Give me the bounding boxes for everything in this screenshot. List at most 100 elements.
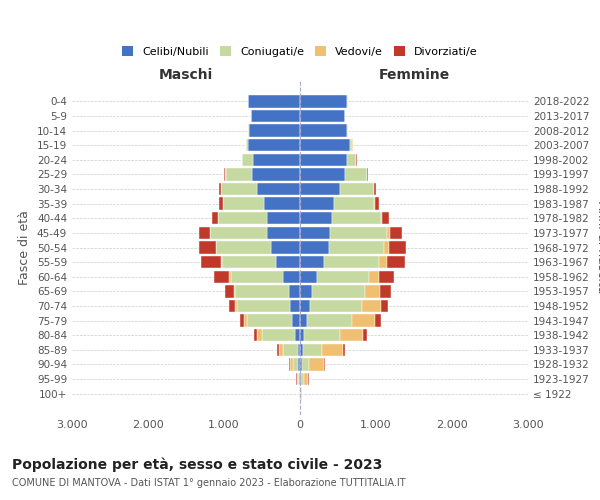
Bar [329, 242, 385, 254]
Bar [268, 212, 300, 224]
Bar [300, 212, 332, 224]
Bar [246, 139, 248, 151]
Bar [221, 256, 223, 268]
Bar [268, 226, 300, 239]
Bar [362, 329, 367, 342]
Bar [347, 154, 356, 166]
Bar [304, 373, 308, 385]
Bar [300, 198, 334, 210]
Bar [300, 95, 347, 108]
Bar [300, 154, 347, 166]
Bar [307, 314, 352, 326]
Bar [275, 256, 300, 268]
Bar [380, 285, 391, 298]
Bar [301, 373, 304, 385]
Bar [299, 373, 300, 385]
Bar [219, 198, 223, 210]
Bar [218, 183, 221, 196]
Bar [382, 212, 389, 224]
Bar [300, 270, 317, 283]
Text: COMUNE DI MANTOVA - Dati ISTAT 1° gennaio 2023 - Elaborazione TUTTITALIA.IT: COMUNE DI MANTOVA - Dati ISTAT 1° gennai… [12, 478, 406, 488]
Text: Popolazione per età, sesso e stato civile - 2023: Popolazione per età, sesso e stato civil… [12, 458, 382, 472]
Bar [215, 242, 217, 254]
Bar [218, 212, 268, 224]
Bar [226, 168, 252, 180]
Bar [301, 388, 302, 400]
Bar [302, 358, 309, 370]
Bar [248, 124, 249, 137]
Bar [379, 256, 386, 268]
Bar [199, 242, 215, 254]
Bar [223, 256, 275, 268]
Bar [375, 198, 379, 210]
Bar [300, 110, 345, 122]
Bar [217, 242, 271, 254]
Bar [389, 226, 402, 239]
Bar [310, 300, 362, 312]
Text: Maschi: Maschi [159, 68, 213, 82]
Bar [289, 285, 300, 298]
Bar [283, 344, 298, 356]
Bar [374, 198, 375, 210]
Bar [235, 285, 289, 298]
Bar [225, 285, 233, 298]
Bar [343, 344, 345, 356]
Bar [362, 300, 380, 312]
Bar [380, 300, 388, 312]
Bar [302, 344, 322, 356]
Bar [300, 329, 304, 342]
Bar [231, 270, 283, 283]
Bar [300, 168, 345, 180]
Bar [350, 139, 352, 151]
Bar [240, 314, 244, 326]
Bar [317, 270, 369, 283]
Bar [264, 198, 300, 210]
Bar [271, 242, 300, 254]
Bar [296, 373, 298, 385]
Bar [374, 183, 376, 196]
Bar [300, 373, 301, 385]
Bar [251, 110, 300, 122]
Bar [224, 168, 225, 180]
Bar [322, 344, 343, 356]
Bar [300, 344, 302, 356]
Bar [292, 314, 300, 326]
Bar [300, 183, 340, 196]
Bar [325, 256, 379, 268]
Bar [340, 329, 362, 342]
Bar [247, 314, 292, 326]
Bar [298, 358, 300, 370]
Bar [300, 256, 325, 268]
Bar [290, 300, 300, 312]
Bar [300, 226, 331, 239]
Bar [252, 168, 300, 180]
Bar [298, 373, 299, 385]
Text: Femmine: Femmine [379, 68, 449, 82]
Bar [345, 168, 367, 180]
Bar [279, 344, 283, 356]
Bar [249, 124, 300, 137]
Bar [385, 242, 389, 254]
Bar [221, 183, 257, 196]
Bar [300, 242, 329, 254]
Bar [223, 198, 264, 210]
Bar [257, 329, 262, 342]
Bar [242, 154, 253, 166]
Bar [248, 95, 300, 108]
Bar [237, 300, 290, 312]
Bar [214, 270, 229, 283]
Bar [375, 314, 382, 326]
Bar [257, 183, 300, 196]
Bar [199, 226, 210, 239]
Bar [293, 358, 298, 370]
Bar [289, 358, 290, 370]
Legend: Celibi/Nubili, Coniugati/e, Vedovi/e, Divorziati/e: Celibi/Nubili, Coniugati/e, Vedovi/e, Di… [118, 42, 482, 62]
Bar [254, 329, 257, 342]
Bar [211, 226, 268, 239]
Bar [352, 314, 375, 326]
Bar [369, 270, 379, 283]
Bar [253, 154, 300, 166]
Bar [290, 358, 293, 370]
Bar [312, 285, 365, 298]
Bar [334, 198, 374, 210]
